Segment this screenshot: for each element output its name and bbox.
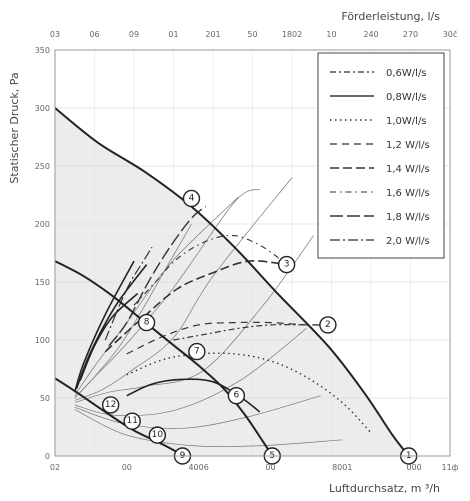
- y-tick-label: 350: [35, 46, 50, 55]
- operating-point-10: 10: [148, 426, 167, 444]
- legend-entry: 2,0 W/l/s: [330, 236, 430, 247]
- curve-0-8-a: [74, 260, 135, 393]
- x-tick-label-bottom: 00: [265, 463, 275, 472]
- x-tick-label-top: 270: [403, 30, 418, 39]
- x-tick-label-top: 240: [363, 30, 378, 39]
- system-line-3: [74, 188, 260, 399]
- curve-0-8-c: [79, 293, 139, 381]
- y-tick-label: 300: [35, 104, 50, 113]
- x-tick-label-bottom: 11ф: [441, 463, 458, 472]
- legend-label: 0,6W/l/s: [386, 68, 427, 79]
- system-lines: [74, 177, 343, 447]
- fan-curve-mid: [54, 260, 274, 457]
- operating-point-label: 4: [189, 193, 195, 203]
- operating-point-label: 6: [233, 391, 239, 401]
- x-tick-label-top: 03: [50, 30, 60, 39]
- legend: 0,6W/l/s 0,8W/l/s 1,0W/l/s 1,2 W/l/s 1,4 W/l…: [317, 52, 445, 259]
- curve-2-0: [104, 246, 153, 341]
- x-tick-label-bottom: 4006: [188, 463, 208, 472]
- operating-point-12: 12: [101, 396, 120, 414]
- operating-point-marker: [319, 316, 337, 334]
- legend-entry: 1,4 W/l/s: [330, 164, 430, 175]
- legend-label: 1,6 W/l/s: [386, 188, 430, 199]
- fan-curves: [54, 107, 410, 457]
- legend-entry: 1,0W/l/s: [330, 116, 427, 127]
- system-line-4: [74, 177, 293, 401]
- operating-point-4: 4: [182, 189, 201, 208]
- operating-point-marker: [137, 313, 156, 332]
- legend-entry: 1,6 W/l/s: [330, 188, 430, 199]
- legend-label: 1,2 W/l/s: [386, 140, 430, 151]
- plot-frame: [54, 49, 451, 457]
- operating-point-marker: [227, 386, 246, 405]
- operating-point-8: 8: [137, 313, 156, 332]
- operating-point-label: 8: [144, 318, 150, 328]
- operating-point-label: 7: [194, 347, 200, 357]
- operating-point-label: 11: [126, 416, 137, 426]
- y-tick-label: 150: [35, 278, 50, 287]
- x-tick-label-top: 01: [168, 30, 178, 39]
- legend-entry: 1,8 W/l/s: [330, 212, 430, 223]
- x-tick-label-bottom: 02: [50, 463, 60, 472]
- curve-1-8: [108, 206, 207, 347]
- x-tick-label-bottom: 000: [406, 463, 421, 472]
- x-tick-labels-bottom: 02 00 4006 00 8001 000 11ф: [50, 463, 459, 472]
- x-tick-label-top: 50: [247, 30, 257, 39]
- operating-point-label: 10: [152, 430, 164, 440]
- y-tick-label: 250: [35, 162, 50, 171]
- legend-entry: 1,2 W/l/s: [330, 140, 430, 151]
- operating-point-label: 2: [325, 320, 331, 330]
- legend-label: 1,0W/l/s: [386, 116, 427, 127]
- legend-label: 1,4 W/l/s: [386, 164, 430, 175]
- y-axis-title: Statischer Druck, Pa: [8, 72, 21, 183]
- operating-point-3: 3: [277, 255, 296, 274]
- fan-curve-max: [54, 107, 410, 457]
- x-tick-label-top: 30č: [443, 29, 458, 39]
- operating-point-11: 11: [123, 412, 141, 430]
- operating-point-marker: [123, 412, 141, 430]
- curve-0-8-b: [75, 264, 148, 389]
- operating-point-marker: [188, 342, 206, 361]
- legend-box: [317, 52, 445, 259]
- operating-point-7: 7: [188, 342, 206, 361]
- y-tick-label: 50: [40, 394, 50, 403]
- curve-1-6: [133, 234, 287, 306]
- operating-point-marker: [101, 396, 120, 414]
- system-line-8: [74, 409, 343, 447]
- x-tick-label-top: 06: [89, 30, 99, 39]
- operating-point-label: 12: [105, 400, 116, 410]
- fan-curve-low: [54, 377, 185, 457]
- system-line-6: [74, 328, 307, 417]
- x-tick-label-top: 1802: [282, 30, 302, 39]
- y-tick-labels: 0 50 100 150 200 250 300 350: [35, 46, 50, 461]
- operating-point-6: 6: [227, 386, 246, 405]
- y-tick-label: 200: [35, 220, 50, 229]
- operating-point-2: 2: [319, 316, 337, 334]
- legend-label: 0,8W/l/s: [386, 92, 427, 103]
- x-tick-label-top: 201: [205, 30, 220, 39]
- x-axis-title-top: Förderleistung, l/s: [341, 10, 440, 23]
- x-tick-label-bottom: 00: [122, 463, 132, 472]
- x-tick-label-top: 10: [326, 30, 336, 39]
- system-line-2: [74, 197, 239, 396]
- y-tick-label: 0: [45, 452, 50, 461]
- x-axis-title-bottom: Luftdurchsatz, m ³/h: [329, 482, 440, 495]
- legend-label: 1,8 W/l/s: [386, 212, 430, 223]
- operating-point-label: 3: [284, 260, 290, 270]
- x-tick-labels-top: 03 06 09 01 201 50 1802 10 240 270 30č: [50, 29, 457, 39]
- operating-point-marker: [182, 189, 201, 208]
- operating-point-marker: [148, 426, 167, 444]
- x-tick-label-bottom: 8001: [332, 463, 352, 472]
- legend-label: 2,0 W/l/s: [386, 236, 430, 247]
- legend-entry: 0,6W/l/s: [330, 68, 427, 79]
- legend-entry: 0,8W/l/s: [330, 92, 427, 103]
- x-tick-label-top: 09: [129, 30, 139, 39]
- operating-point-marker: [277, 255, 296, 274]
- y-tick-label: 100: [35, 336, 50, 345]
- system-line-7: [74, 395, 321, 429]
